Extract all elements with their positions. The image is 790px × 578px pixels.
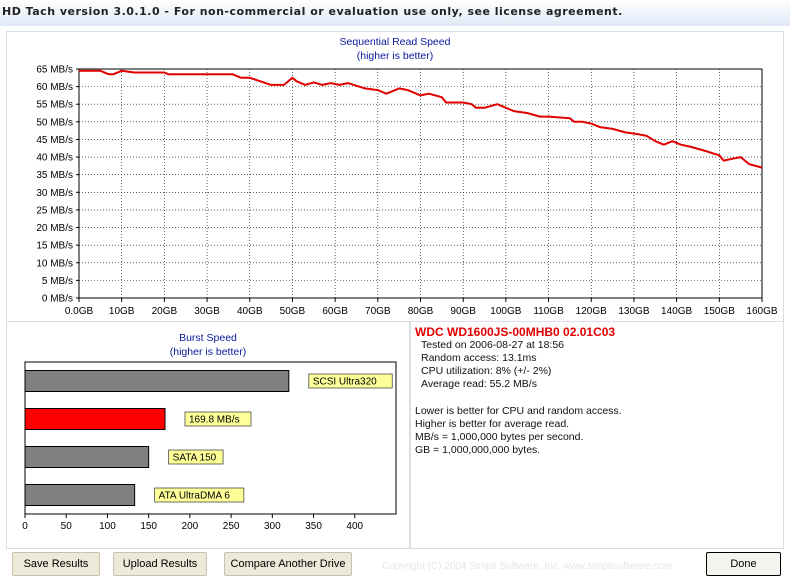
x-tick-label: 10GB <box>109 306 135 317</box>
burst-bar-label: ATA UltraDMA 6 <box>159 491 231 502</box>
random-access: Random access: 13.1ms <box>421 352 537 364</box>
x-tick-label: 30GB <box>194 306 220 317</box>
y-tick-label: 30 MB/s <box>36 188 73 199</box>
compare-drive-label: Compare Another Drive <box>230 558 346 570</box>
y-tick-label: 45 MB/s <box>36 135 73 146</box>
y-tick-label: 60 MB/s <box>36 82 73 93</box>
burst-chart-subtitle: (higher is better) <box>169 346 247 358</box>
burst-bar-label: 169.8 MB/s <box>189 415 240 426</box>
burst-bar-label-box <box>184 411 252 427</box>
burst-bar <box>24 446 150 468</box>
y-tick-label: 5 MB/s <box>42 276 73 287</box>
burst-x-tick-label: 100 <box>99 521 116 532</box>
y-tick-label: 15 MB/s <box>36 241 73 252</box>
burst-speed-chart: 0 50 100 150 200 250 300 350 400 SCSI Ultra320 169… <box>22 361 397 532</box>
y-tick-label: 25 MB/s <box>36 205 73 216</box>
burst-x-tick-label: 250 <box>223 521 240 532</box>
y-tick-label: 55 MB/s <box>36 100 73 111</box>
burst-x-tick-label: 300 <box>264 521 281 532</box>
save-results-button[interactable]: Save Results <box>12 552 100 576</box>
tested-on: Tested on 2006-08-27 at 18:56 <box>421 339 565 351</box>
window-title: HD Tach version 3.0.1.0 - For non-commer… <box>2 5 623 18</box>
burst-x-tick-label: 350 <box>305 521 322 532</box>
upload-results-label: Upload Results <box>122 558 198 570</box>
note-average-read: Higher is better for average read. <box>415 418 570 430</box>
x-tick-label: 90GB <box>450 306 476 317</box>
y-tick-label: 40 MB/s <box>36 153 73 164</box>
x-tick-label: 130GB <box>618 306 649 317</box>
burst-bar-label: SCSI Ultra320 <box>313 377 377 388</box>
burst-bar <box>24 408 166 430</box>
done-label: Done <box>730 558 757 570</box>
x-tick-label: 20GB <box>152 306 178 317</box>
title-bar: HD Tach version 3.0.1.0 - For non-commer… <box>0 0 790 26</box>
burst-x-tick-label: 150 <box>140 521 157 532</box>
x-tick-label: 50GB <box>280 306 306 317</box>
note-cpu-random: Lower is better for CPU and random acces… <box>415 405 622 417</box>
y-tick-label: 0 MB/s <box>42 294 73 305</box>
sequential-read-chart: 0 MB/s 5 MB/s 10 MB/s 15 MB/s 20 MB/s 25 MB/s… <box>36 65 778 318</box>
cpu-utilization: CPU utilization: 8% (+/- 2%) <box>421 365 552 377</box>
burst-x-tick-label: 50 <box>61 521 73 532</box>
burst-x-tick-label: 0 <box>22 521 28 532</box>
y-tick-label: 65 MB/s <box>36 65 73 76</box>
x-tick-label: 110GB <box>533 306 564 317</box>
y-tick-label: 50 MB/s <box>36 117 73 128</box>
copyright-text: Copyright (C) 2004 Simpli Software, Inc.… <box>382 561 673 572</box>
burst-bar <box>24 370 290 392</box>
burst-x-tick-label: 200 <box>182 521 199 532</box>
y-tick-label: 10 MB/s <box>36 258 73 269</box>
drive-name: WDC WD1600JS-00MHB0 02.01C03 <box>415 325 616 339</box>
note-gb-definition: GB = 1,000,000,000 bytes. <box>415 444 541 456</box>
burst-chart-title: Burst Speed <box>179 332 237 344</box>
compare-drive-button[interactable]: Compare Another Drive <box>224 552 352 576</box>
x-tick-label: 80GB <box>408 306 434 317</box>
x-tick-label: 70GB <box>365 306 391 317</box>
burst-bar-label: SATA 150 <box>173 453 217 464</box>
burst-bar-label-box <box>168 449 224 465</box>
x-tick-label: 160GB <box>746 306 777 317</box>
burst-speed-panel: Burst Speed (higher is better) 0 50 100 150… <box>6 321 410 549</box>
seq-chart-title: Sequential Read Speed <box>339 36 451 48</box>
burst-bar <box>24 484 136 506</box>
burst-x-tick-label: 400 <box>346 521 363 532</box>
x-tick-label: 100GB <box>490 306 521 317</box>
read-speed-line <box>79 69 763 169</box>
x-tick-label: 40GB <box>237 306 263 317</box>
x-tick-label: 150GB <box>704 306 735 317</box>
x-tick-label: 140GB <box>661 306 692 317</box>
note-mbs-definition: MB/s = 1,000,000 bytes per second. <box>415 431 584 443</box>
sequential-read-panel: Sequential Read Speed (higher is better)… <box>6 31 784 322</box>
burst-bar-label-box <box>308 373 393 389</box>
done-button[interactable]: Done <box>706 552 781 576</box>
x-tick-label: 0.0GB <box>65 306 94 317</box>
y-tick-label: 20 MB/s <box>36 223 73 234</box>
save-results-label: Save Results <box>23 558 89 570</box>
average-read: Average read: 55.2 MB/s <box>421 378 537 390</box>
upload-results-button[interactable]: Upload Results <box>113 552 207 576</box>
drive-info-panel: WDC WD1600JS-00MHB0 02.01C03 Tested on 2… <box>410 321 784 549</box>
y-tick-label: 35 MB/s <box>36 170 73 181</box>
x-tick-label: 60GB <box>322 306 348 317</box>
seq-chart-subtitle: (higher is better) <box>356 50 434 62</box>
x-tick-label: 120GB <box>576 306 607 317</box>
burst-bar-label-box <box>154 487 245 503</box>
